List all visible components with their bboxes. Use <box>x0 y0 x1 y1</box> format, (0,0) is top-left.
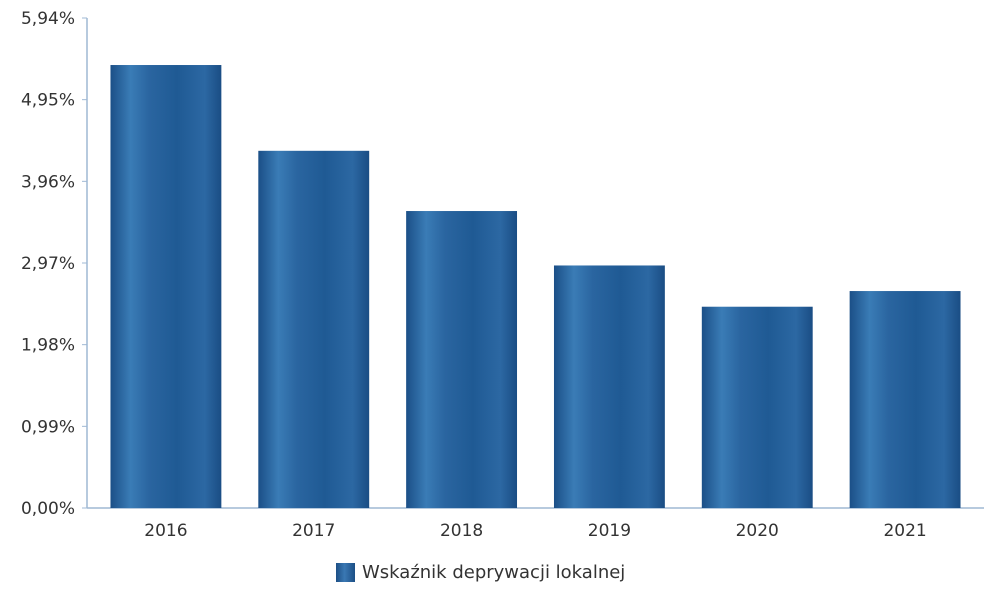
x-tick-label: 2017 <box>292 521 335 541</box>
x-tick-label: 2016 <box>144 521 187 541</box>
bar-2017 <box>258 150 370 508</box>
x-tick-label: 2020 <box>736 521 779 541</box>
y-tick-label: 3,96% <box>21 172 75 192</box>
legend-swatch <box>336 563 355 582</box>
x-tick-label: 2019 <box>588 521 631 541</box>
y-tick-label: 4,95% <box>21 91 75 111</box>
y-tick-label: 0,00% <box>21 499 75 519</box>
bar-2018 <box>406 211 518 508</box>
x-axis-ticks: 2016 2017 2018 2019 2020 2021 <box>144 521 926 541</box>
legend-label: Wskaźnik deprywacji lokalnej <box>362 562 626 583</box>
y-tick-label: 1,98% <box>21 336 75 356</box>
y-tick-label: 0,99% <box>21 417 75 437</box>
y-tick-label: 5,94% <box>21 9 75 29</box>
y-axis-ticks: 0,00% 0,99% 1,98% 2,97% 3,96% 4,95% 5,94% <box>21 9 87 519</box>
bar-2016 <box>110 65 222 508</box>
bars <box>110 65 961 508</box>
bar-2020 <box>701 306 813 508</box>
x-tick-label: 2021 <box>883 521 926 541</box>
legend: Wskaźnik deprywacji lokalnej <box>336 562 625 583</box>
y-tick-label: 2,97% <box>21 254 75 274</box>
bar-2019 <box>553 265 665 508</box>
bar-2021 <box>849 291 961 508</box>
x-tick-label: 2018 <box>440 521 483 541</box>
